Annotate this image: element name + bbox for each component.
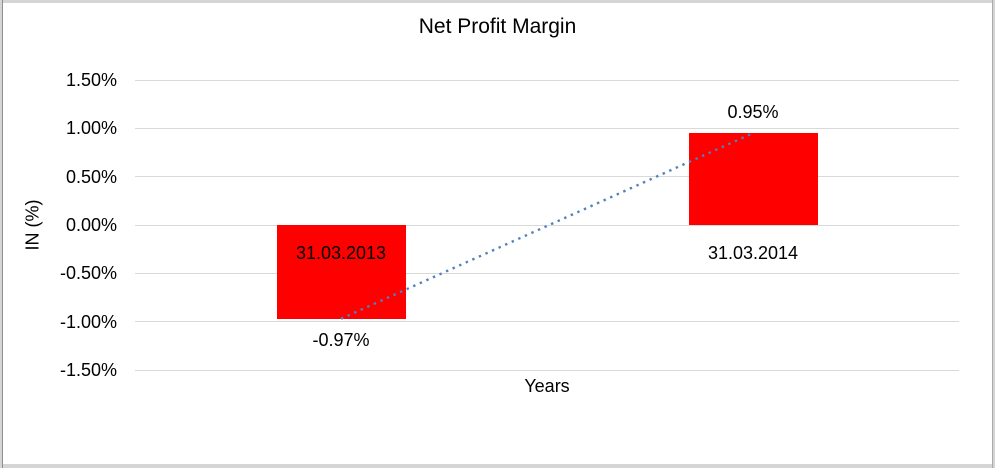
y-axis-tick-labels: 1.50% 1.00% 0.50% 0.00% -0.50% -1.00% -1.50% xyxy=(0,70,117,380)
trendline xyxy=(340,132,754,320)
frame-border-left xyxy=(0,0,2,468)
gridline xyxy=(135,127,959,129)
frame-border-right xyxy=(993,0,995,468)
gridline xyxy=(135,176,959,178)
frame-border-right-line xyxy=(992,0,993,468)
y-tick-label: -0.50% xyxy=(59,263,117,284)
bar xyxy=(276,225,406,319)
y-tick-label: 0.50% xyxy=(65,166,117,187)
bar xyxy=(688,133,818,225)
frame-border-bottom xyxy=(0,464,995,468)
frame-border-top xyxy=(0,0,995,3)
y-tick-label: 1.50% xyxy=(65,70,117,90)
y-tick-label: -1.50% xyxy=(59,360,117,380)
x-axis-title: Years xyxy=(524,376,570,396)
value-label: 0.95% xyxy=(727,102,779,123)
gridline xyxy=(135,369,959,371)
category-label: 31.03.2013 xyxy=(295,243,387,263)
y-tick-label: -1.00% xyxy=(59,311,117,332)
gridline xyxy=(135,321,959,323)
category-label: 31.03.2014 xyxy=(707,243,799,263)
gridline xyxy=(135,272,959,274)
frame-border-left-line xyxy=(2,0,3,468)
value-label: -0.97% xyxy=(312,329,370,350)
y-tick-label: 1.00% xyxy=(65,118,117,139)
chart-title: Net Profit Margin xyxy=(418,15,577,38)
y-tick-label: 0.00% xyxy=(65,215,117,235)
plot-area: 31.03.2013 -0.97% 31.03.2014 0.95% xyxy=(135,79,959,371)
gridline xyxy=(135,224,959,226)
gridline xyxy=(135,79,959,81)
